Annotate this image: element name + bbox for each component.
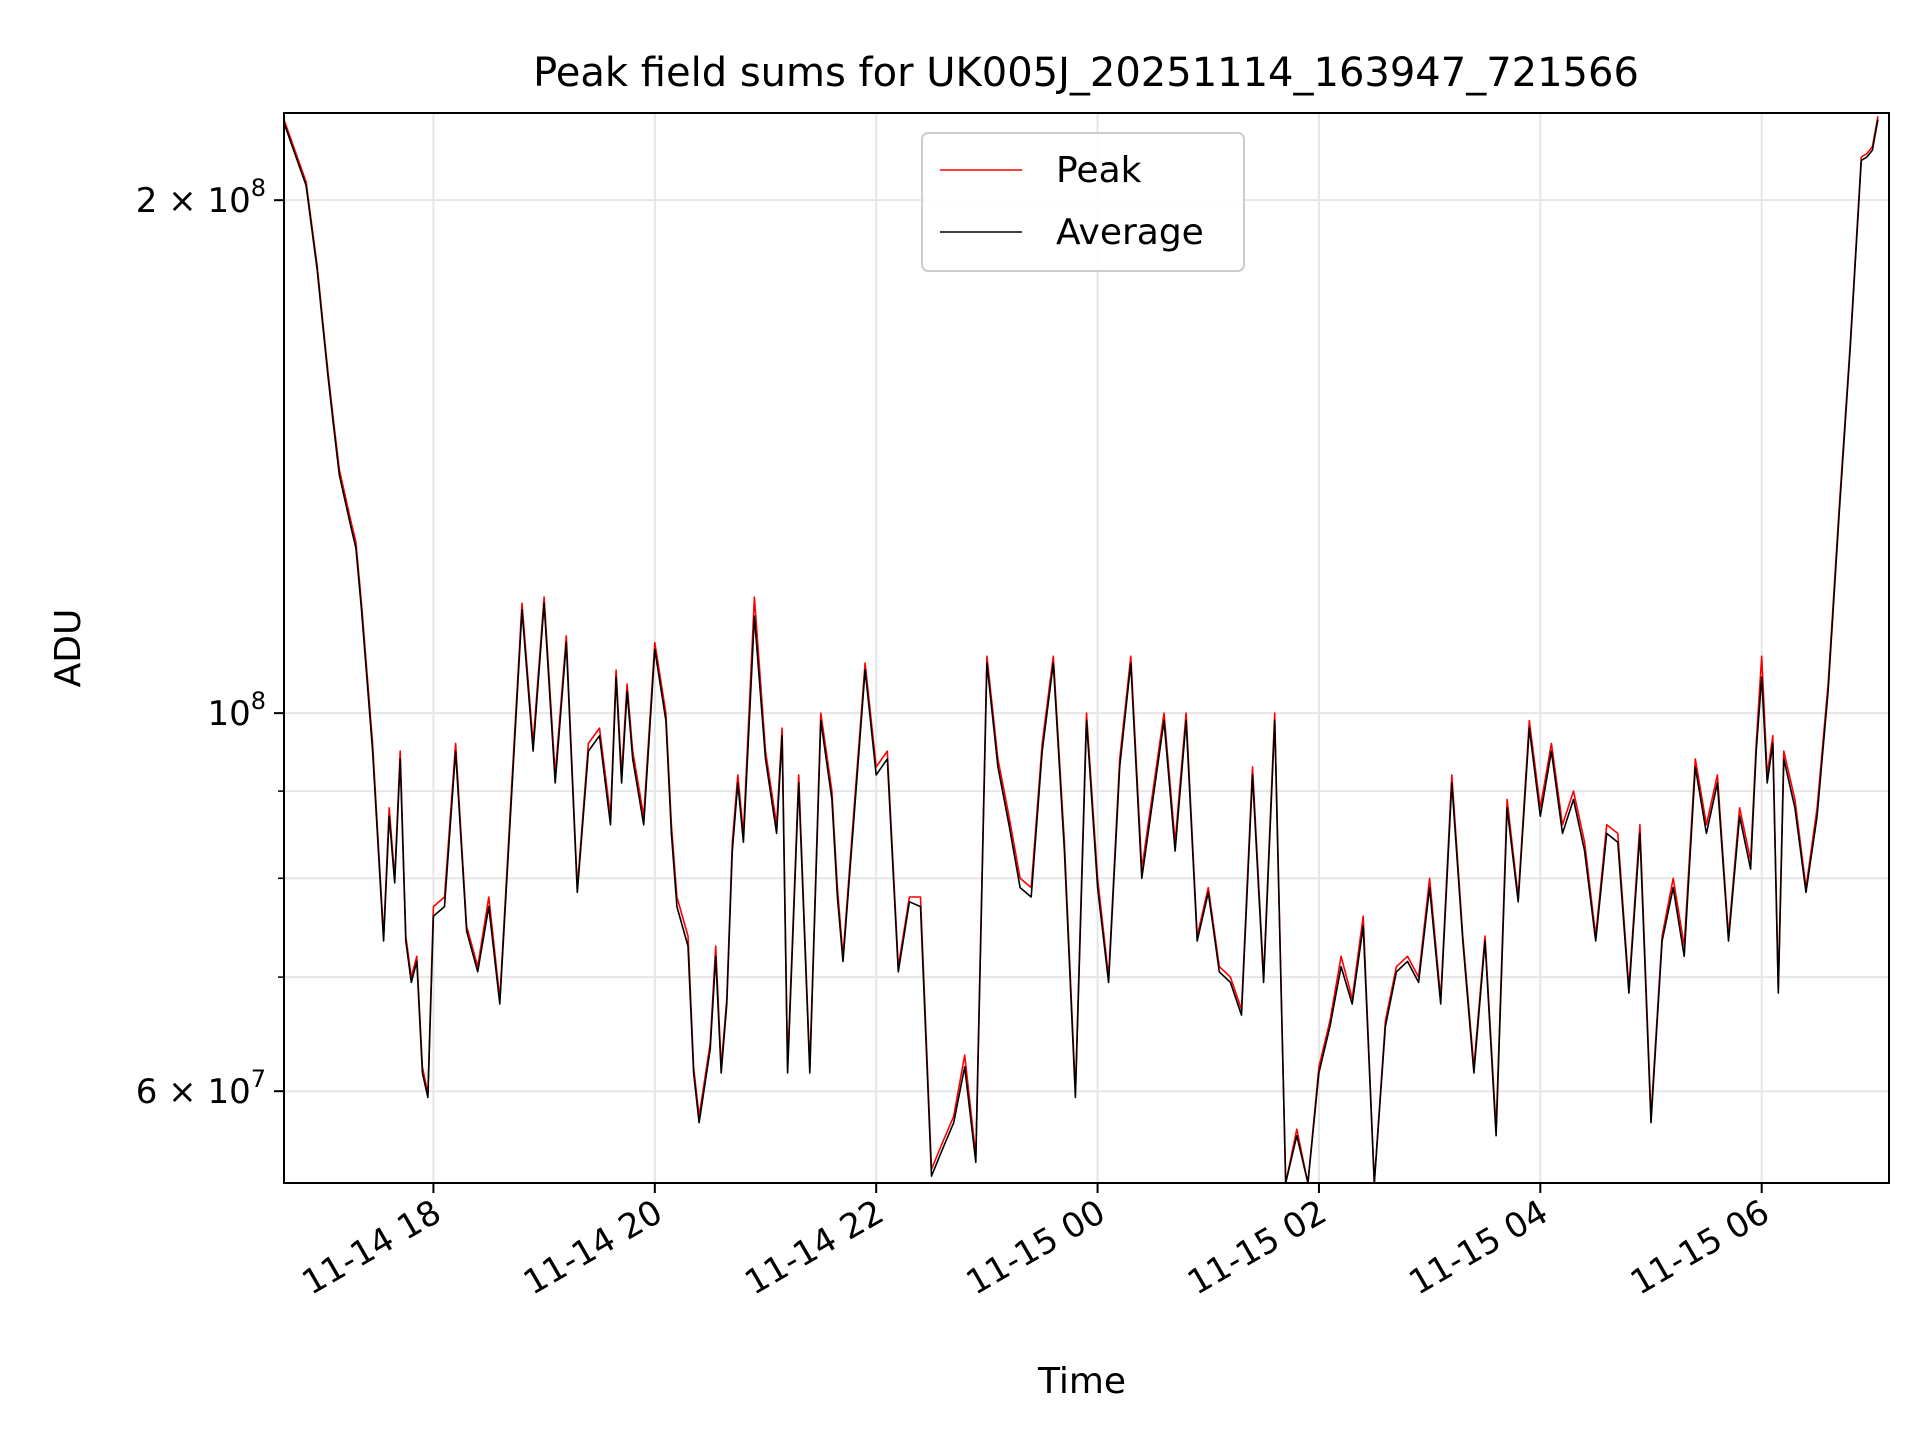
y-tick-label: 6 × 107 (136, 1065, 266, 1112)
legend-label-peak: Peak (1056, 150, 1142, 191)
plot-frame (283, 112, 1890, 1184)
x-axis-label: Time (1037, 1361, 1126, 1402)
legend-box (921, 132, 1245, 272)
y-axis: 6 × 107 108 2 × 108 (136, 174, 284, 1112)
y-tick-label: 108 (207, 687, 266, 734)
y-axis-label: ADU (48, 609, 89, 688)
series-layer (283, 116, 1879, 1184)
y-tick-label: 2 × 108 (136, 174, 266, 221)
chart-title: Peak field sums for UK005J_20251114_1639… (533, 50, 1639, 96)
series-line-average (283, 119, 1879, 1184)
legend: Peak Average (921, 132, 1245, 272)
legend-label-average: Average (1056, 212, 1204, 253)
